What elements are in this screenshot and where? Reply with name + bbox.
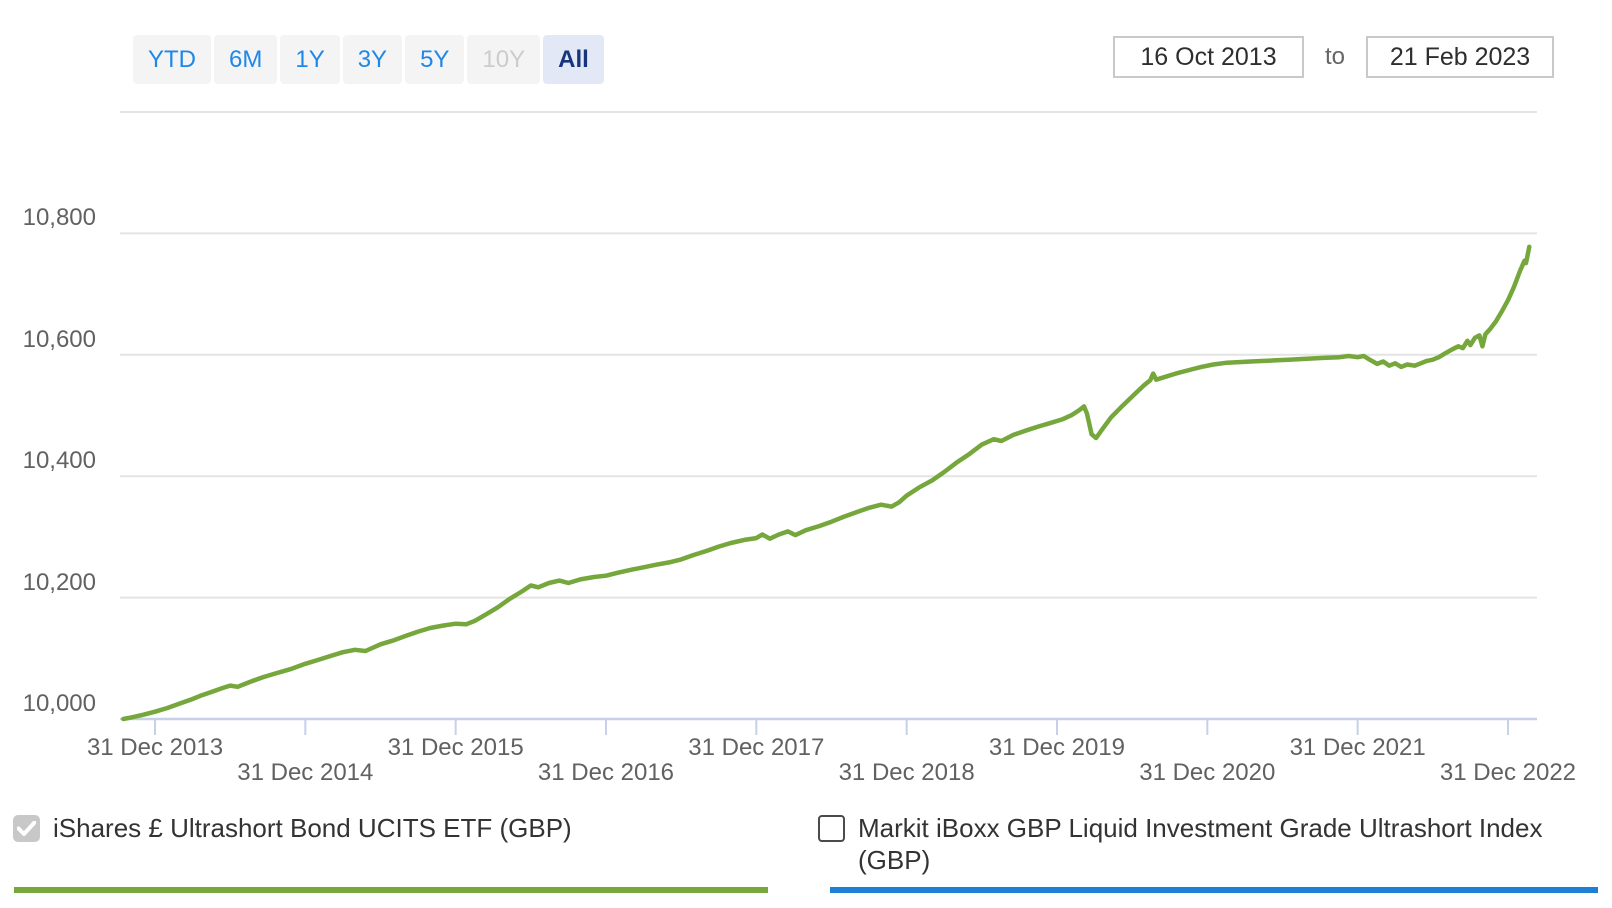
x-axis-label: 31 Dec 2013 (86, 734, 224, 761)
series-color-bar-benchmark (830, 887, 1598, 893)
range-button-5y[interactable]: 5Y (405, 35, 465, 84)
y-axis-label: 10,800 (22, 204, 96, 232)
range-button-10y: 10Y (467, 35, 541, 84)
date-range: 16 Oct 2013 to 21 Feb 2023 (1113, 36, 1555, 78)
range-button-3y[interactable]: 3Y (342, 35, 403, 84)
x-axis-label: 31 Dec 2014 (237, 759, 374, 786)
y-axis-label: 10,400 (22, 447, 96, 475)
y-axis-label: 10,000 (22, 690, 96, 717)
legend-item-benchmark: Markit iBoxx GBP Liquid Investment Grade… (818, 812, 1563, 876)
range-selector: YTD 6M 1Y 3Y 5Y 10Y All (133, 35, 604, 84)
benchmark-legend-label: Markit iBoxx GBP Liquid Investment Grade… (858, 813, 1543, 875)
ishares-checkbox (13, 815, 40, 842)
date-start-input[interactable]: 16 Oct 2013 (1113, 36, 1304, 78)
x-axis-label: 31 Dec 2021 (1289, 734, 1426, 761)
benchmark-checkbox[interactable] (818, 815, 845, 842)
x-axis-label: 31 Dec 2020 (1139, 759, 1276, 786)
date-end-input[interactable]: 21 Feb 2023 (1366, 36, 1555, 78)
x-axis-label: 31 Dec 2015 (387, 734, 524, 761)
x-axis-label: 31 Dec 2018 (838, 759, 975, 786)
y-axis-label: 10,200 (22, 568, 96, 596)
range-button-1y[interactable]: 1Y (280, 35, 340, 84)
chart-canvas (120, 111, 1537, 735)
legend-item-ishares: iShares £ Ultrashort Bond UCITS ETF (GBP… (13, 812, 572, 844)
date-range-separator: to (1325, 43, 1346, 70)
y-axis-label: 10,600 (22, 325, 96, 353)
x-axis-label: 31 Dec 2016 (537, 759, 675, 786)
range-button-all[interactable]: All (543, 35, 604, 84)
range-button-ytd[interactable]: YTD (133, 35, 211, 84)
ishares-legend-label: iShares £ Ultrashort Bond UCITS ETF (GBP… (53, 813, 572, 843)
x-axis-label: 31 Dec 2017 (688, 734, 825, 761)
x-axis-label: 31 Dec 2019 (988, 734, 1126, 761)
price-chart: 10,800 10,600 10,400 10,200 10,000 31 Dec 20… (22, 111, 1577, 786)
range-button-6m[interactable]: 6M (214, 35, 278, 84)
checkmark-icon (17, 821, 36, 836)
series-color-bar-ishares (14, 887, 768, 893)
series-line-0 (121, 244, 1532, 722)
x-axis-label: 31 Dec 2022 (1439, 759, 1577, 786)
